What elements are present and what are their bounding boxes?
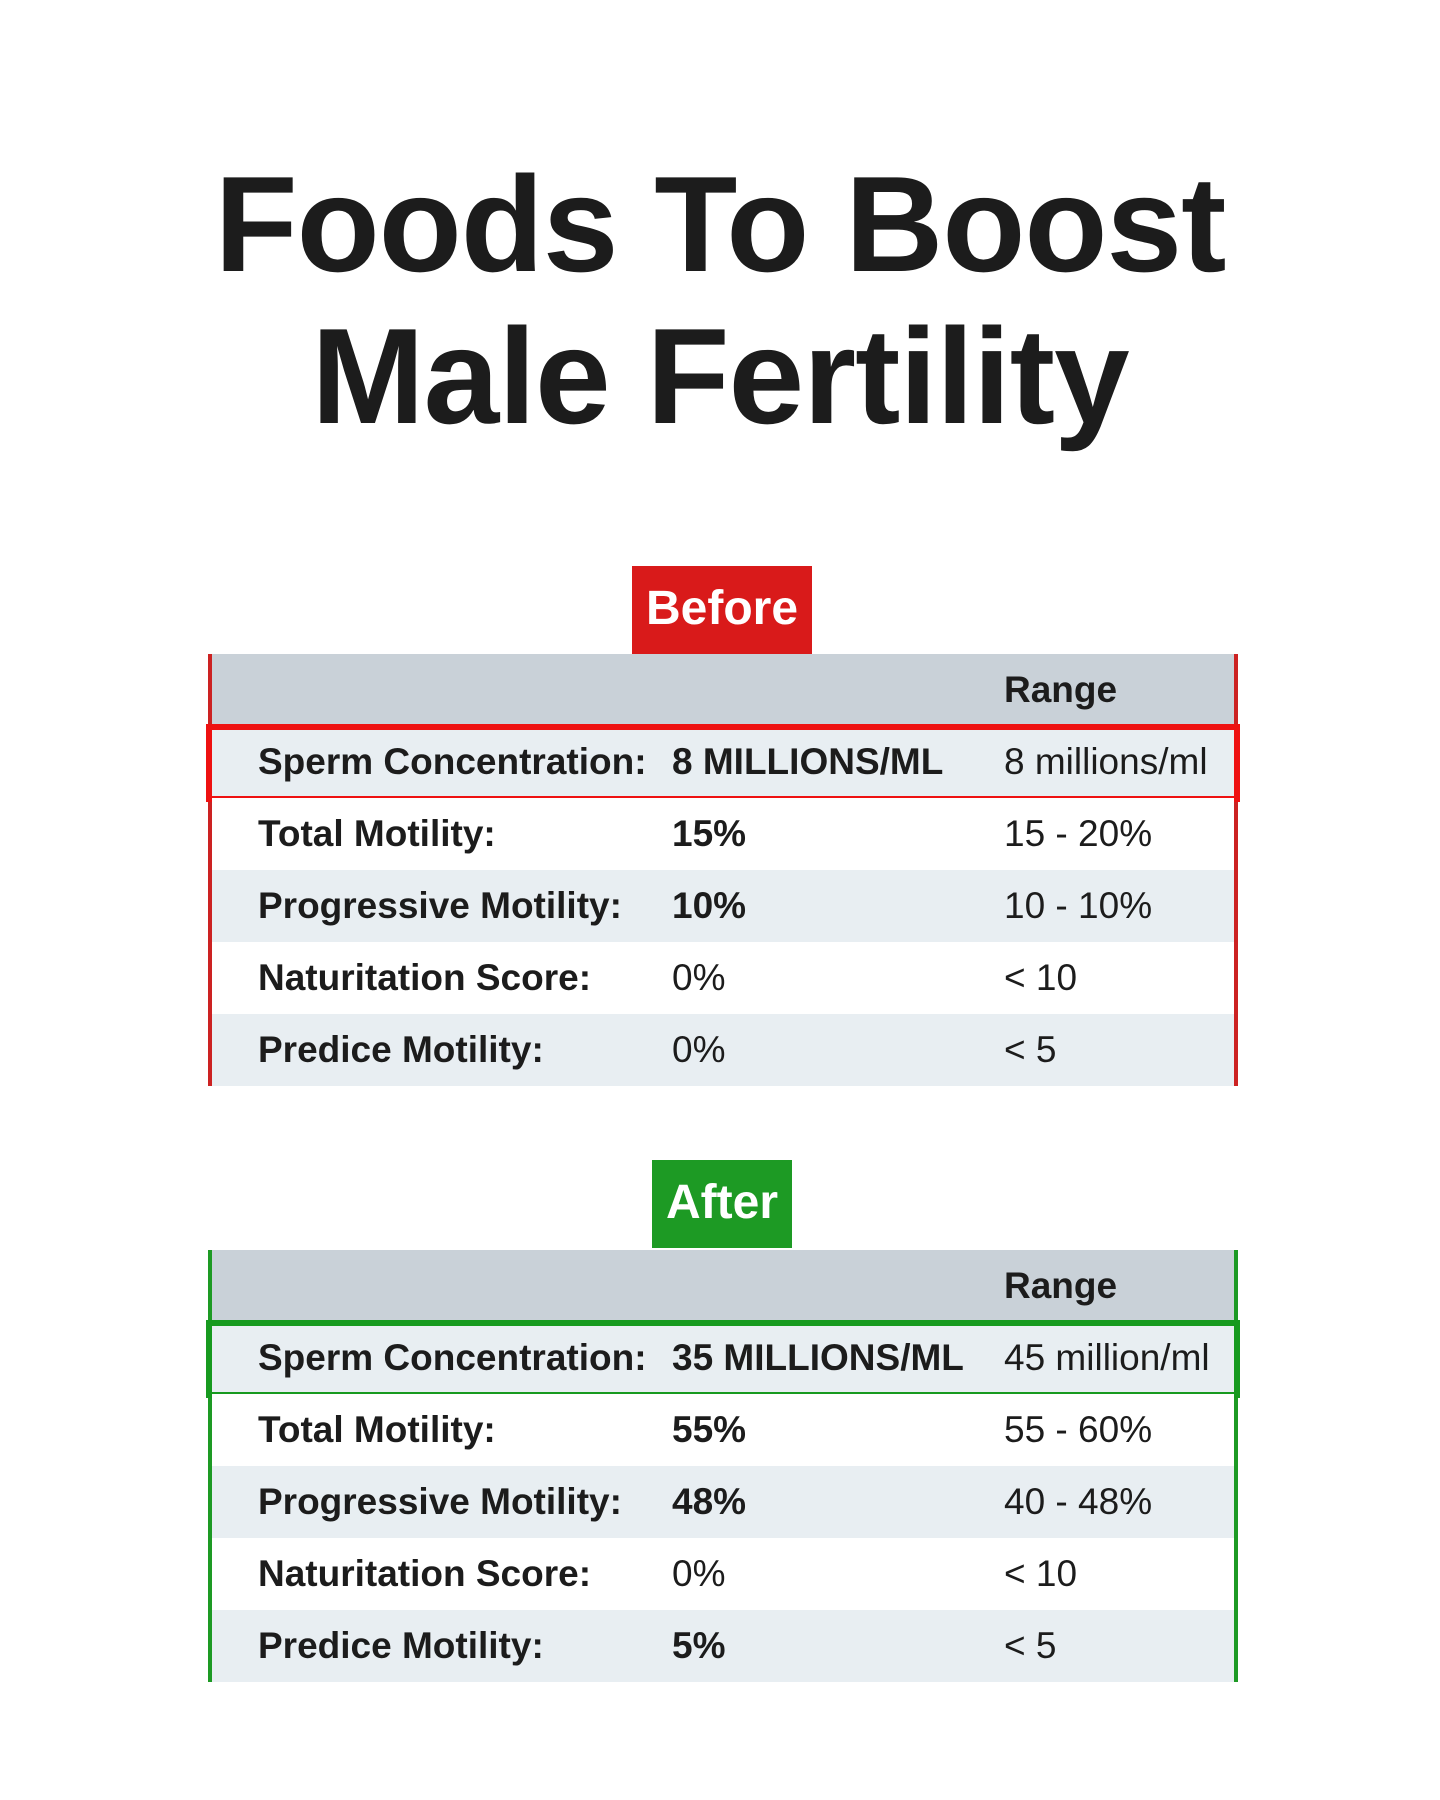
row-label: Sperm Concentration: xyxy=(258,1337,647,1378)
row-label: Progressive Motility: xyxy=(258,885,622,926)
row-value: 8 MILLIONS/ML xyxy=(672,741,944,782)
row-range: 45 million/ml xyxy=(1004,1337,1210,1378)
table-row-progressive-motility: Progressive Motility: 48% 40 - 48% xyxy=(212,1466,1234,1538)
table-row-predice-motility: Predice Motility: 0% < 5 xyxy=(212,1014,1234,1086)
row-label: Naturitation Score: xyxy=(258,957,592,998)
table-row-progressive-motility: Progressive Motility: 10% 10 - 10% xyxy=(212,870,1234,942)
range-column-header: Range xyxy=(1004,1265,1118,1306)
table-row-naturitation-score: Naturitation Score: 0% < 10 xyxy=(212,1538,1234,1610)
row-range: < 10 xyxy=(1004,1553,1078,1594)
row-range: 8 millions/ml xyxy=(1004,741,1208,782)
range-column-header: Range xyxy=(1004,669,1118,710)
row-range: < 10 xyxy=(1004,957,1078,998)
table-row-total-motility: Total Motility: 15% 15 - 20% xyxy=(212,798,1234,870)
row-value: 35 MILLIONS/ML xyxy=(672,1337,964,1378)
row-value: 10% xyxy=(672,885,747,926)
row-label: Total Motility: xyxy=(258,813,496,854)
row-value: 0% xyxy=(672,1553,726,1594)
before-results-table: Range Sperm Concentration: 8 MILLIONS/ML… xyxy=(206,654,1240,1086)
row-value: 55% xyxy=(672,1409,747,1450)
row-label: Sperm Concentration: xyxy=(258,741,647,782)
row-range: 10 - 10% xyxy=(1004,885,1153,926)
row-value: 48% xyxy=(672,1481,747,1522)
row-value: 0% xyxy=(672,957,726,998)
row-label: Progressive Motility: xyxy=(258,1481,622,1522)
table-row-sperm-concentration: Sperm Concentration: 35 MILLIONS/ML 45 m… xyxy=(206,1320,1240,1398)
page-title: Foods To Boost Male Fertility xyxy=(0,148,1440,452)
row-label: Predice Motility: xyxy=(258,1625,544,1666)
row-value: 15% xyxy=(672,813,747,854)
before-badge: Before xyxy=(632,566,812,654)
after-results-table: Range Sperm Concentration: 35 MILLIONS/M… xyxy=(206,1250,1240,1682)
row-range: 40 - 48% xyxy=(1004,1481,1153,1522)
table-header-row: Range xyxy=(212,654,1234,726)
table-header-row: Range xyxy=(212,1250,1234,1322)
row-label: Naturitation Score: xyxy=(258,1553,592,1594)
row-value: 0% xyxy=(672,1029,726,1070)
table-row-predice-motility: Predice Motility: 5% < 5 xyxy=(212,1610,1234,1682)
page-title-line-2: Male Fertility xyxy=(311,300,1129,452)
after-badge: After xyxy=(652,1160,792,1248)
row-range: 15 - 20% xyxy=(1004,813,1153,854)
row-label: Predice Motility: xyxy=(258,1029,544,1070)
row-range: < 5 xyxy=(1004,1625,1057,1666)
table-row-naturitation-score: Naturitation Score: 0% < 10 xyxy=(212,942,1234,1014)
row-range: < 5 xyxy=(1004,1029,1057,1070)
page-title-line-1: Foods To Boost xyxy=(214,148,1227,300)
row-range: 55 - 60% xyxy=(1004,1409,1153,1450)
table-row-total-motility: Total Motility: 55% 55 - 60% xyxy=(212,1394,1234,1466)
row-value: 5% xyxy=(672,1625,726,1666)
table-row-sperm-concentration: Sperm Concentration: 8 MILLIONS/ML 8 mil… xyxy=(206,724,1240,802)
row-label: Total Motility: xyxy=(258,1409,496,1450)
